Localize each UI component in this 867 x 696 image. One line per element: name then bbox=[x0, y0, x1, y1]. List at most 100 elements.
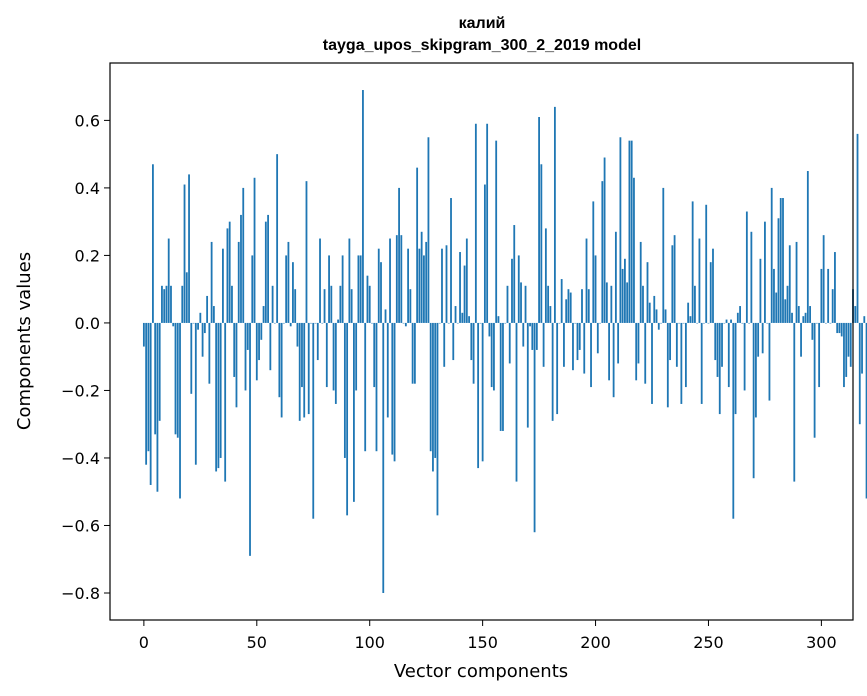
bar-305 bbox=[831, 289, 834, 323]
bar-235 bbox=[673, 235, 676, 323]
bar-61 bbox=[280, 322, 283, 418]
bar-214 bbox=[626, 282, 629, 323]
bar-227 bbox=[655, 309, 658, 323]
bar-265 bbox=[741, 322, 744, 324]
bar-162 bbox=[508, 322, 511, 364]
bar-30 bbox=[210, 241, 213, 323]
bar-51 bbox=[258, 322, 260, 361]
bar-86 bbox=[337, 319, 339, 323]
bar-225 bbox=[651, 322, 653, 404]
bar-184 bbox=[558, 322, 561, 324]
bar-275 bbox=[764, 221, 766, 323]
bar-93 bbox=[353, 322, 355, 502]
bar-237 bbox=[678, 322, 681, 324]
bar-182 bbox=[553, 106, 556, 323]
bar-172 bbox=[531, 322, 534, 350]
y-axis-ticks: −0.8 −0.6 −0.4 −0.2 0.0 0.2 0.4 0.6 bbox=[61, 111, 110, 603]
bar-252 bbox=[712, 248, 714, 323]
bar-119 bbox=[411, 322, 414, 384]
bar-57 bbox=[271, 285, 274, 323]
bar-41 bbox=[235, 322, 238, 408]
bar-191 bbox=[574, 322, 577, 324]
bar-241 bbox=[687, 302, 690, 323]
bar-142 bbox=[463, 265, 466, 323]
bar-110 bbox=[391, 322, 394, 455]
y-tick-label: 0.4 bbox=[75, 179, 100, 198]
bar-115 bbox=[402, 322, 405, 324]
bar-280 bbox=[775, 292, 778, 323]
bar-217 bbox=[633, 177, 635, 323]
bar-210 bbox=[617, 322, 620, 364]
bar-219 bbox=[637, 322, 640, 364]
bar-161 bbox=[506, 285, 509, 323]
bar-47 bbox=[249, 322, 251, 556]
bar-293 bbox=[804, 312, 807, 323]
bar-261 bbox=[732, 322, 735, 519]
bar-97 bbox=[362, 90, 364, 323]
bar-68 bbox=[296, 322, 299, 347]
bar-238 bbox=[680, 322, 683, 404]
bar-99 bbox=[366, 275, 369, 323]
bar-16 bbox=[179, 322, 181, 499]
bar-202 bbox=[599, 322, 601, 324]
bar-313 bbox=[849, 322, 852, 367]
bar-64 bbox=[287, 241, 290, 323]
bar-203 bbox=[601, 181, 604, 323]
bar-12 bbox=[170, 285, 172, 323]
bar-249 bbox=[705, 204, 708, 323]
bar-133 bbox=[443, 322, 446, 367]
bar-153 bbox=[488, 322, 491, 337]
bars-group bbox=[142, 90, 867, 593]
bar-44 bbox=[242, 187, 245, 323]
bar-25 bbox=[199, 312, 202, 323]
bar-248 bbox=[703, 322, 705, 324]
bar-90 bbox=[346, 322, 349, 516]
bar-304 bbox=[829, 322, 832, 324]
bar-256 bbox=[721, 322, 723, 367]
bar-154 bbox=[490, 322, 493, 388]
bar-277 bbox=[768, 322, 771, 401]
bar-111 bbox=[393, 322, 396, 462]
bar-48 bbox=[251, 255, 254, 323]
bar-222 bbox=[644, 322, 647, 384]
bar-147 bbox=[474, 123, 477, 323]
bar-87 bbox=[339, 285, 342, 323]
bar-150 bbox=[481, 322, 484, 462]
bar-168 bbox=[522, 322, 525, 347]
bar-279 bbox=[773, 268, 775, 323]
bar-243 bbox=[691, 201, 694, 323]
bar-2 bbox=[147, 322, 150, 452]
bar-179 bbox=[547, 285, 550, 323]
bar-178 bbox=[544, 228, 547, 323]
bar-62 bbox=[282, 322, 285, 324]
bar-139 bbox=[456, 322, 459, 324]
bar-245 bbox=[696, 322, 699, 324]
bar-218 bbox=[635, 322, 638, 381]
bar-186 bbox=[563, 322, 565, 367]
bar-34 bbox=[219, 322, 222, 458]
bar-54 bbox=[264, 221, 267, 323]
bar-302 bbox=[825, 322, 827, 324]
bar-216 bbox=[630, 140, 633, 323]
bar-123 bbox=[420, 231, 423, 323]
bar-67 bbox=[294, 289, 297, 323]
bar-28 bbox=[206, 295, 209, 323]
bar-272 bbox=[757, 322, 760, 357]
bar-269 bbox=[750, 231, 753, 323]
bar-262 bbox=[734, 322, 737, 415]
bar-167 bbox=[520, 282, 522, 323]
bar-171 bbox=[529, 322, 531, 327]
bar-88 bbox=[341, 255, 344, 323]
bar-96 bbox=[359, 255, 362, 323]
bar-294 bbox=[806, 171, 809, 323]
bar-316 bbox=[856, 133, 859, 323]
bar-319 bbox=[863, 316, 866, 323]
bar-116 bbox=[404, 322, 407, 327]
bar-14 bbox=[174, 322, 177, 435]
bar-310 bbox=[843, 322, 845, 388]
bar-151 bbox=[483, 184, 486, 323]
bar-268 bbox=[748, 322, 751, 324]
bar-257 bbox=[723, 322, 726, 324]
bar-112 bbox=[395, 235, 398, 323]
bar-318 bbox=[861, 322, 863, 374]
